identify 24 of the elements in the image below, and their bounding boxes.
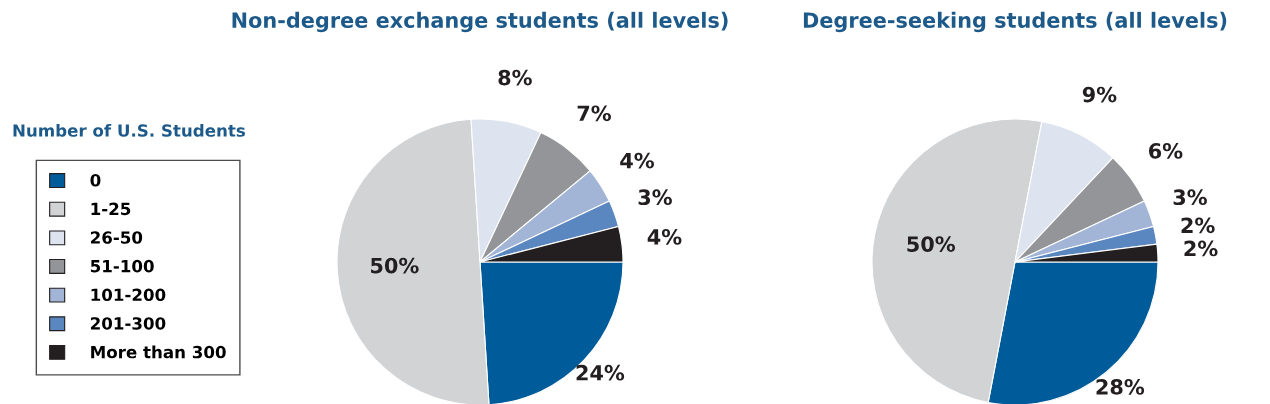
legend-label: 201-300 <box>90 317 166 330</box>
data-label: 28% <box>1096 379 1145 395</box>
data-label: 4% <box>620 152 654 169</box>
data-label: 7% <box>577 105 611 122</box>
legend-label: 1-25 <box>91 202 131 216</box>
legend-label: More than 300 <box>91 345 226 359</box>
legend-label: 51-100 <box>90 259 154 273</box>
chart-title: Degree-seeking students (all levels) <box>803 11 1227 33</box>
legend-label: 26-50 <box>90 231 143 244</box>
data-label: 9% <box>1082 86 1117 103</box>
data-label: 50% <box>907 236 955 252</box>
data-label: 50% <box>371 257 419 274</box>
data-label: 3% <box>1173 189 1207 206</box>
data-label: 24% <box>576 364 625 381</box>
legend-title: Number of U.S. Students <box>13 123 245 137</box>
data-label: 6% <box>1149 143 1183 159</box>
data-label: 4% <box>647 228 682 245</box>
data-label: 2% <box>1181 217 1215 234</box>
legend-label: 101-200 <box>91 288 166 302</box>
data-label: 3% <box>638 189 672 206</box>
chart-title: Non-degree exchange students (all levels) <box>232 11 728 33</box>
data-label: 2% <box>1184 240 1218 257</box>
legend-label: 0 <box>90 173 101 187</box>
data-label: 8% <box>498 69 532 86</box>
